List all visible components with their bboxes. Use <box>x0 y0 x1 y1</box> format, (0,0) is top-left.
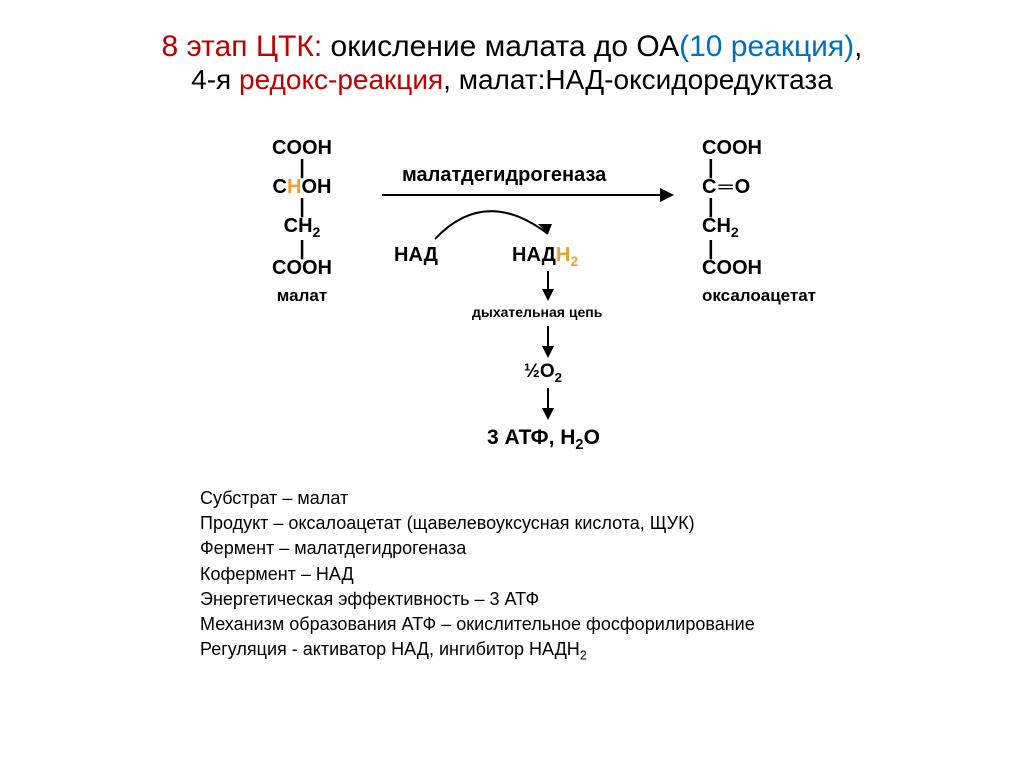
info-cofactor: Кофермент – НАД <box>200 562 974 587</box>
oaa-cooh-bottom: COOH <box>702 257 762 279</box>
nadh2-label: НАДН2 <box>512 244 578 269</box>
oaa-label: оксалоацетат <box>702 285 816 306</box>
info-regulation: Регуляция - активатор НАД, ингибитор НАД… <box>200 637 974 665</box>
malate-cooh-bottom: COOH <box>272 257 332 279</box>
malate-structure: COOH | CHOH | CH2 | COOH малат <box>272 136 332 306</box>
respiratory-chain-label: дыхательная цепь <box>472 304 602 320</box>
title-redox: редокс-реакция <box>239 64 443 95</box>
info-product: Продукт – оксалоацетат (щавелевоуксусная… <box>200 511 974 536</box>
title-reaction-num: (10 реакция) <box>679 30 854 63</box>
cofactor-curve-arrow <box>430 194 560 246</box>
title-line-2: 4-я редокс-реакция, малат:НАД-оксидореду… <box>50 64 974 96</box>
arrow-to-o2 <box>547 326 549 356</box>
malate-cooh-top: COOH <box>272 137 332 159</box>
arrow-to-atp <box>547 388 549 418</box>
info-enzyme: Фермент – малатдегидрогеназа <box>200 536 974 561</box>
title-desc: окисление малата до ОА <box>322 30 679 63</box>
oaa-cooh-top: COOH <box>702 137 762 159</box>
arrow-to-chain <box>547 271 549 299</box>
atp-yield: 3 АТФ, Н2О <box>487 426 600 453</box>
title-sub1: 4-я <box>191 64 239 95</box>
info-substrate: Субстрат – малат <box>200 486 974 511</box>
title-sub2: , малат:НАД-оксидоредуктаза <box>443 64 833 95</box>
title-stage: 8 этап ЦТК: <box>162 30 323 63</box>
oxaloacetate-structure: COOH | C═O | CH2 | COOH оксалоацетат <box>702 136 816 306</box>
title-line-1: 8 этап ЦТК: окисление малата до ОА(10 ре… <box>50 30 974 64</box>
malate-h-orange: H <box>287 176 301 198</box>
info-energy: Энергетическая эффективность – 3 АТФ <box>200 587 974 612</box>
title: 8 этап ЦТК: окисление малата до ОА(10 ре… <box>50 30 974 96</box>
info-list: Субстрат – малат Продукт – оксалоацетат … <box>200 486 974 665</box>
malate-label: малат <box>272 285 332 306</box>
reaction-diagram: COOH | CHOH | CH2 | COOH малат COOH | C═… <box>152 136 872 466</box>
enzyme-label: малатдегидрогеназа <box>402 164 606 187</box>
info-mechanism: Механизм образования АТФ – окислительное… <box>200 612 974 637</box>
o2-label: ½O2 <box>524 361 562 385</box>
nad-label: НАД <box>394 244 438 267</box>
nadh-h-orange: Н <box>556 244 570 266</box>
